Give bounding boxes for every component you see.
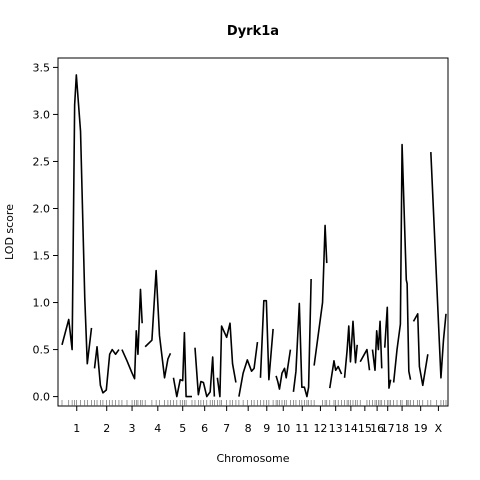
lod-line-chr-14 (343, 320, 359, 378)
lod-line-chr-19 (412, 313, 429, 387)
lod-line-chr-17 (383, 306, 392, 389)
x-tick-label: 7 (223, 422, 230, 435)
lod-line-chr-3 (121, 288, 143, 380)
x-tick-label: 12 (313, 422, 327, 435)
lod-line-chr-1 (61, 74, 93, 365)
lod-line-chr-11 (292, 279, 312, 398)
y-tick-label: 3.5 (33, 61, 51, 74)
lod-line-chr-18 (392, 143, 412, 383)
x-tick-label: 14 (344, 422, 358, 435)
x-tick-label: 18 (395, 422, 409, 435)
plot-frame (57, 57, 449, 407)
x-tick-label: 6 (201, 422, 208, 435)
x-tick-label: X (435, 422, 443, 435)
x-tick-label: 2 (103, 422, 110, 435)
lod-line-chr-10 (275, 349, 292, 390)
lod-line-chr-12 (313, 224, 328, 366)
x-axis-label: Chromosome (216, 452, 289, 465)
lod-line-chr-7 (216, 322, 237, 398)
x-tick-label: 13 (329, 422, 343, 435)
x-tick-label: 19 (414, 422, 428, 435)
y-tick-label: 1.0 (33, 297, 51, 310)
x-tick-label: 8 (245, 422, 252, 435)
lod-series (61, 74, 447, 398)
x-tick-label: 3 (129, 422, 136, 435)
x-tick-label: 11 (295, 422, 309, 435)
chart-title: Dyrk1a (227, 24, 279, 39)
lod-line-chr-16 (371, 320, 383, 372)
x-tick-label: 1 (73, 422, 80, 435)
y-tick-label: 0.0 (33, 391, 51, 404)
marker-rug (61, 400, 447, 406)
y-tick-label: 2.5 (33, 155, 51, 168)
x-tick-label: 17 (381, 422, 395, 435)
x-tick-label: 9 (263, 422, 270, 435)
y-tick-label: 0.5 (33, 344, 51, 357)
lod-line-chr-5 (172, 331, 192, 398)
lod-line-chr-4 (144, 269, 172, 379)
lod-line-chr-15 (359, 348, 371, 371)
x-tick-label: 5 (179, 422, 186, 435)
x-tick-label: 15 (358, 422, 372, 435)
lod-line-chr-X (430, 152, 447, 379)
lod-line-chr-9 (259, 299, 274, 381)
y-tick-label: 2.0 (33, 202, 51, 215)
lod-line-chr-2 (93, 345, 120, 394)
y-axis-label: LOD score (3, 204, 16, 260)
lod-line-chr-6 (194, 347, 216, 398)
y-tick-label: 1.5 (33, 250, 51, 263)
x-tick-label: 4 (154, 422, 161, 435)
y-tick-label: 3.0 (33, 108, 51, 121)
y-axis: 0.0 0.5 1.0 1.5 2.0 2.5 3.0 3.5 (33, 61, 58, 404)
x-tick-label: 16 (370, 422, 384, 435)
lod-line-chr-13 (328, 360, 343, 389)
lod-line-chr-8 (238, 341, 259, 397)
x-tick-label: 10 (276, 422, 290, 435)
